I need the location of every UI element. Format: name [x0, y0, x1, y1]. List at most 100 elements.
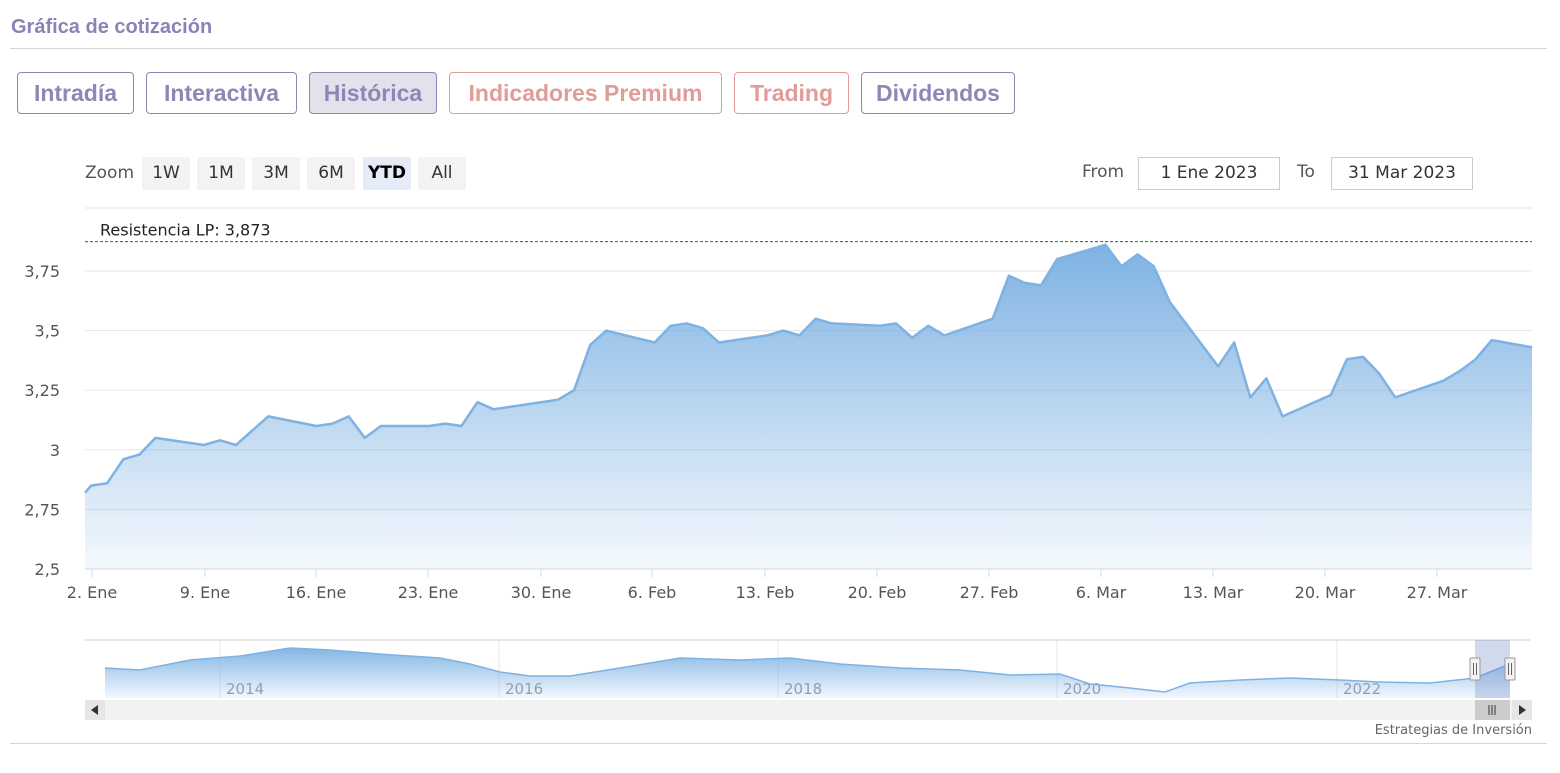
data-point[interactable]: [1277, 410, 1289, 422]
data-point[interactable]: [262, 410, 274, 422]
data-point[interactable]: [1212, 360, 1224, 372]
navigator-handle[interactable]: [1504, 657, 1516, 681]
y-tick-label: 3: [50, 441, 60, 460]
navigator[interactable]: 20142016201820202022: [85, 639, 1530, 698]
data-point[interactable]: [85, 480, 97, 492]
data-point[interactable]: [1526, 341, 1538, 353]
data-point[interactable]: [246, 425, 258, 437]
data-point[interactable]: [1486, 334, 1498, 346]
from-date-input[interactable]: 1 Ene 2023: [1138, 157, 1280, 190]
data-point[interactable]: [938, 329, 950, 341]
data-point[interactable]: [874, 320, 886, 332]
x-tick-label: 20. Feb: [848, 583, 907, 602]
tab-indicadores-premium[interactable]: Indicadores Premium: [449, 72, 722, 114]
zoom-all-button[interactable]: All: [418, 157, 466, 190]
data-point[interactable]: [777, 325, 789, 337]
data-point[interactable]: [906, 332, 918, 344]
series-area: [84, 239, 1538, 570]
scrollbar[interactable]: [85, 700, 1532, 720]
data-point[interactable]: [1389, 391, 1401, 403]
data-point[interactable]: [488, 403, 500, 415]
data-point[interactable]: [922, 320, 934, 332]
tab-interactiva[interactable]: Interactiva: [146, 72, 297, 114]
data-point[interactable]: [826, 317, 838, 329]
navigator-area: [105, 648, 1510, 698]
left-arrow-icon: [91, 705, 98, 715]
zoom-3m-button[interactable]: 3M: [252, 157, 300, 190]
navigator-handle[interactable]: [1469, 657, 1481, 681]
data-point[interactable]: [117, 453, 129, 465]
data-point[interactable]: [230, 439, 242, 451]
data-point[interactable]: [1035, 279, 1047, 291]
scrollbar-track[interactable]: [85, 700, 1532, 720]
data-point[interactable]: [375, 420, 387, 432]
data-point[interactable]: [552, 394, 564, 406]
data-point[interactable]: [472, 396, 484, 408]
data-point[interactable]: [761, 329, 773, 341]
data-point[interactable]: [1357, 351, 1369, 363]
x-tick-label: 20. Mar: [1295, 583, 1356, 602]
data-point[interactable]: [1003, 270, 1015, 282]
data-point[interactable]: [359, 432, 371, 444]
tab-trading[interactable]: Trading: [734, 72, 849, 114]
data-point[interactable]: [1325, 389, 1337, 401]
data-point[interactable]: [568, 384, 580, 396]
data-point[interactable]: [198, 439, 210, 451]
tab-dividendos[interactable]: Dividendos: [861, 72, 1015, 114]
data-point[interactable]: [584, 339, 596, 351]
navigator-selection[interactable]: [1475, 640, 1510, 698]
data-point[interactable]: [439, 418, 451, 430]
tab-histórica[interactable]: Histórica: [309, 72, 437, 114]
data-point[interactable]: [1438, 375, 1450, 387]
data-point[interactable]: [1244, 391, 1256, 403]
data-point[interactable]: [810, 313, 822, 325]
data-point[interactable]: [327, 418, 339, 430]
x-tick-label: 13. Mar: [1183, 583, 1244, 602]
data-point[interactable]: [1148, 260, 1160, 272]
data-point[interactable]: [1116, 260, 1128, 272]
data-point[interactable]: [1373, 368, 1385, 380]
data-point[interactable]: [1454, 365, 1466, 377]
data-point[interactable]: [713, 337, 725, 349]
data-point[interactable]: [455, 420, 467, 432]
data-point[interactable]: [536, 396, 548, 408]
zoom-ytd-button[interactable]: YTD: [363, 157, 411, 190]
page-title: Gráfica de cotización: [11, 16, 213, 38]
data-point[interactable]: [1164, 296, 1176, 308]
data-point[interactable]: [1051, 253, 1063, 265]
data-point[interactable]: [423, 420, 435, 432]
data-point[interactable]: [1341, 353, 1353, 365]
from-label: From: [1082, 162, 1125, 182]
zoom-6m-button[interactable]: 6M: [307, 157, 355, 190]
data-point[interactable]: [150, 432, 162, 444]
data-point[interactable]: [794, 329, 806, 341]
data-point[interactable]: [649, 337, 661, 349]
zoom-1m-button[interactable]: 1M: [197, 157, 245, 190]
zoom-1w-button[interactable]: 1W: [142, 157, 190, 190]
data-point[interactable]: [214, 434, 226, 446]
data-point[interactable]: [600, 325, 612, 337]
to-date-input[interactable]: 31 Mar 2023: [1331, 157, 1473, 190]
data-point[interactable]: [1132, 248, 1144, 260]
data-point[interactable]: [665, 320, 677, 332]
data-point[interactable]: [697, 322, 709, 334]
data-point[interactable]: [311, 420, 323, 432]
footer-divider: [10, 743, 1547, 744]
data-point[interactable]: [1099, 239, 1111, 251]
data-point[interactable]: [987, 313, 999, 325]
data-point[interactable]: [1260, 372, 1272, 384]
x-tick-label: 9. Ene: [180, 583, 230, 602]
right-arrow-icon: [1519, 705, 1526, 715]
data-point[interactable]: [681, 317, 693, 329]
data-point[interactable]: [101, 477, 113, 489]
data-point[interactable]: [1228, 337, 1240, 349]
data-point[interactable]: [1470, 353, 1482, 365]
x-tick-label: 6. Mar: [1076, 583, 1127, 602]
data-point[interactable]: [1019, 277, 1031, 289]
tab-intradía[interactable]: Intradía: [17, 72, 134, 114]
series-line: [84, 243, 1533, 494]
data-point[interactable]: [133, 449, 145, 461]
data-point[interactable]: [890, 317, 902, 329]
data-point[interactable]: [343, 410, 355, 422]
